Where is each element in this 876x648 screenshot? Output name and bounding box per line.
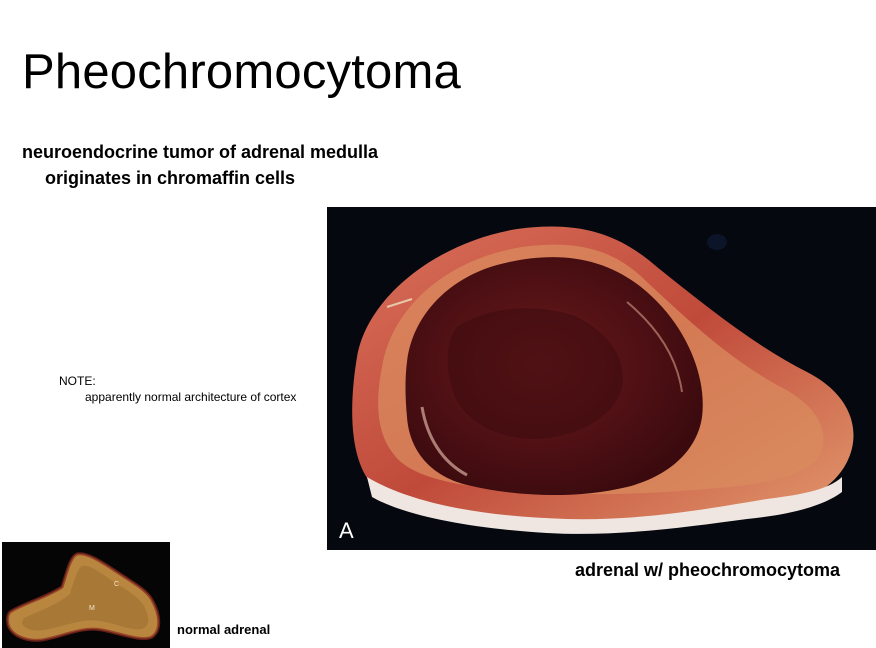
slide-title: Pheochromocytoma bbox=[22, 45, 461, 99]
note-text: apparently normal architecture of cortex bbox=[85, 390, 297, 404]
normal-adrenal-drawing: C M bbox=[2, 542, 170, 648]
panel-letter: A bbox=[339, 518, 354, 543]
normal-adrenal-photo: C M bbox=[2, 542, 170, 648]
subtitle-line-1: neuroendocrine tumor of adrenal medulla bbox=[22, 142, 379, 162]
main-image-caption: adrenal w/ pheochromocytoma bbox=[575, 560, 841, 580]
pheochromocytoma-specimen-drawing bbox=[327, 207, 876, 550]
cortex-label: C bbox=[114, 581, 119, 588]
small-image-caption: normal adrenal bbox=[177, 622, 271, 637]
pheochromocytoma-photo: A bbox=[327, 207, 876, 550]
medulla-label: M bbox=[89, 605, 95, 612]
note-label: NOTE: bbox=[59, 374, 96, 388]
subtitle-line-2: originates in chromaffin cells bbox=[45, 168, 296, 188]
